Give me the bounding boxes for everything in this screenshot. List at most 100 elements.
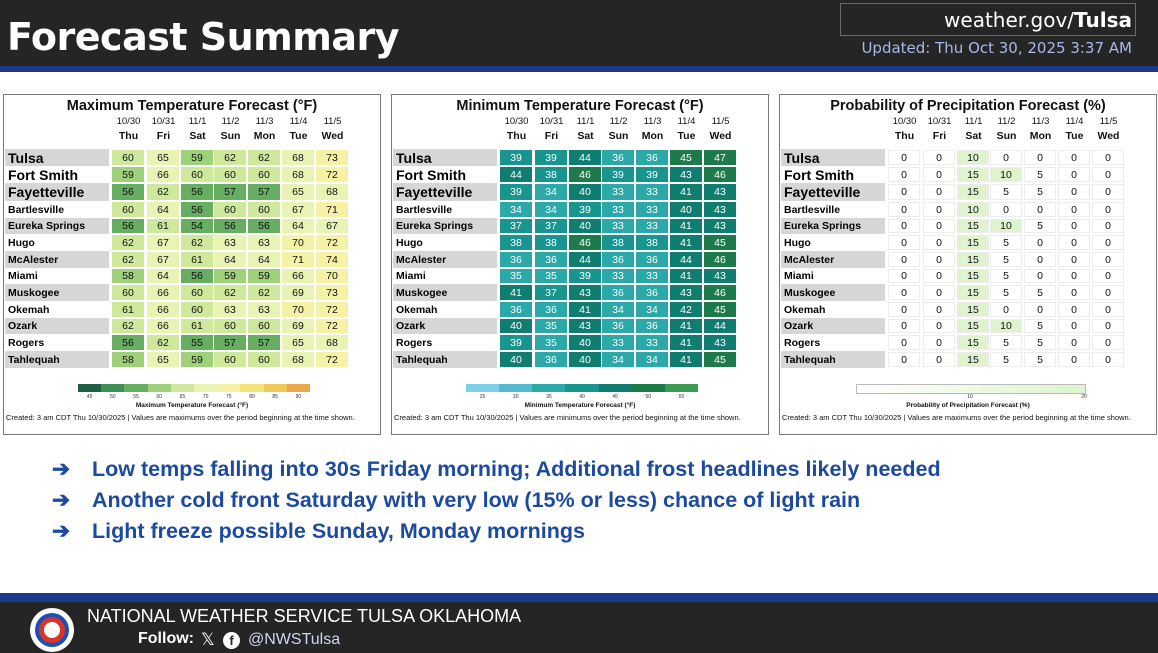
day-label: Wed [1097, 130, 1120, 142]
social-handle[interactable]: @NWSTulsa [248, 631, 341, 648]
value-cell: 0 [888, 235, 920, 250]
footer-bar [0, 602, 1158, 653]
value-cell: 74 [316, 252, 348, 267]
city-name: Hugo [393, 234, 497, 251]
legend-tick-label: 90 [295, 394, 302, 400]
value-cell: 73 [316, 285, 348, 300]
value-cell: 10 [957, 202, 989, 217]
day-label: Wed [321, 130, 344, 142]
city-name: Ozark [5, 318, 109, 334]
value-cell: 65 [147, 150, 179, 165]
value-cell: 0 [888, 319, 920, 333]
table-row: McAlester 62 67 61 64 64 71 74 [4, 251, 380, 268]
value-cell: 41 [670, 352, 702, 367]
key-message-text: Low temps falling into 30s Friday mornin… [92, 457, 941, 481]
value-cell: 0 [923, 285, 955, 300]
value-cell: 65 [147, 352, 179, 367]
value-cell: 62 [214, 285, 246, 300]
site-link[interactable]: weather.gov/Tulsa [944, 8, 1132, 32]
value-cell: 35 [500, 269, 532, 283]
value-cell: 60 [112, 285, 144, 300]
value-cell: 39 [636, 167, 668, 182]
value-cell: 34 [602, 352, 634, 367]
value-cell: 67 [147, 235, 179, 250]
value-cell: 46 [704, 285, 736, 300]
city-name: Eureka Springs [393, 218, 497, 234]
value-cell: 64 [147, 202, 179, 217]
date-label: 11/1 [188, 116, 207, 127]
day-label: Mon [641, 130, 664, 142]
value-cell: 0 [888, 150, 920, 165]
value-cell: 62 [112, 252, 144, 267]
table-row: Rogers 39 35 40 33 33 41 43 [392, 334, 768, 351]
value-cell: 43 [704, 184, 736, 200]
value-cell: 68 [316, 184, 348, 200]
value-cell: 15 [957, 184, 989, 200]
table-row: Eureka Springs 37 37 40 33 33 41 43 [392, 218, 768, 234]
value-cell: 62 [248, 285, 280, 300]
value-cell: 66 [147, 319, 179, 333]
value-cell: 35 [535, 319, 567, 333]
value-cell: 46 [704, 167, 736, 182]
value-cell: 0 [1024, 269, 1056, 283]
value-cell: 62 [214, 150, 246, 165]
facebook-icon[interactable]: f [223, 632, 240, 649]
value-cell: 33 [636, 219, 668, 233]
city-name: Fayetteville [393, 183, 497, 201]
panel-footnote: Created: 3 am CDT Thu 10/30/2025 | Value… [6, 413, 355, 422]
day-label: Mon [253, 130, 276, 142]
arrow-icon: ➔ [52, 488, 71, 512]
value-cell: 43 [704, 219, 736, 233]
value-cell: 42 [670, 302, 702, 317]
value-cell: 5 [1024, 285, 1056, 300]
value-cell: 0 [1058, 202, 1090, 217]
date-label: 11/3 [255, 116, 274, 127]
city-name: Miami [781, 268, 885, 284]
value-cell: 15 [957, 335, 989, 350]
table-row: Tulsa 0 0 10 0 0 0 0 [780, 149, 1156, 166]
panel-footnote: Created: 3 am CDT Thu 10/30/2025 | Value… [782, 413, 1131, 422]
city-name: Ozark [781, 318, 885, 334]
value-cell: 33 [636, 335, 668, 350]
city-name: Eureka Springs [5, 218, 109, 234]
value-cell: 60 [181, 167, 213, 182]
value-cell: 0 [1058, 285, 1090, 300]
page-title: Forecast Summary [7, 15, 399, 59]
value-cell: 36 [535, 352, 567, 367]
value-cell: 36 [602, 285, 634, 300]
value-cell: 62 [112, 235, 144, 250]
value-cell: 72 [316, 167, 348, 182]
date-label: 10/31 [151, 116, 176, 127]
value-cell: 65 [282, 335, 314, 350]
table-row: Hugo 62 67 62 63 63 70 72 [4, 234, 380, 251]
table-row: Rogers 56 62 55 57 57 65 68 [4, 334, 380, 351]
value-cell: 33 [602, 202, 634, 217]
site-box[interactable] [840, 3, 1136, 36]
value-cell: 43 [704, 269, 736, 283]
city-name: Fort Smith [393, 166, 497, 183]
city-name: Tahlequah [393, 351, 497, 368]
date-label: 11/2 [997, 116, 1016, 127]
value-cell: 5 [990, 352, 1022, 367]
value-cell: 34 [636, 302, 668, 317]
value-cell: 56 [112, 184, 144, 200]
legend-title: Probability of Precipitation Forecast (%… [906, 402, 1030, 409]
table-row: Tahlequah 40 36 40 34 34 41 45 [392, 351, 768, 368]
value-cell: 33 [636, 202, 668, 217]
value-cell: 15 [957, 235, 989, 250]
date-label: 11/5 [323, 116, 342, 127]
x-icon[interactable]: 𝕏 [201, 630, 215, 649]
value-cell: 0 [888, 285, 920, 300]
city-name: Rogers [393, 334, 497, 351]
city-name: Bartlesville [781, 201, 885, 218]
legend-tick-label: 10 [967, 394, 973, 400]
table-row: Tulsa 60 65 59 62 62 68 73 [4, 149, 380, 166]
city-name: Tulsa [781, 149, 885, 166]
value-cell: 0 [1092, 150, 1124, 165]
value-cell: 71 [316, 202, 348, 217]
legend-tick-label: 65 [179, 394, 186, 400]
date-label: 10/31 [539, 116, 564, 127]
table-row: Muskogee 41 37 43 36 36 43 46 [392, 284, 768, 301]
day-label: Tue [289, 130, 308, 142]
value-cell: 0 [888, 167, 920, 182]
